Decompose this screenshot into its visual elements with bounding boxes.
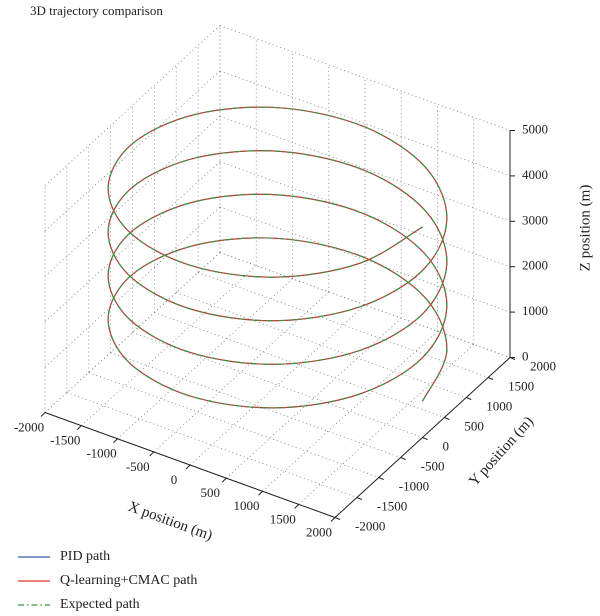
tick-mark xyxy=(334,517,341,520)
y-tick-label: 1500 xyxy=(508,378,534,393)
z-tick-label: 1000 xyxy=(522,303,548,318)
grid-line xyxy=(80,265,257,426)
x-tick-label: 1000 xyxy=(234,498,260,513)
z-tick-label: 4000 xyxy=(522,167,548,182)
tick-mark xyxy=(40,412,46,417)
series-line xyxy=(107,106,448,409)
y-tick-label: -1000 xyxy=(399,478,429,493)
x-tick-label: -2000 xyxy=(14,419,44,434)
tick-mark xyxy=(258,490,263,496)
grid-line xyxy=(298,344,475,505)
y-tick-label: 500 xyxy=(464,418,484,433)
tick-mark xyxy=(422,437,428,440)
grid-line xyxy=(44,161,221,322)
x-axis-label: X position (m) xyxy=(126,499,214,544)
tick-mark xyxy=(221,477,227,483)
z-tick-label: 3000 xyxy=(522,212,548,227)
grid-line xyxy=(117,278,293,440)
tick-mark xyxy=(487,377,494,380)
tick-mark xyxy=(444,417,450,420)
legend-label: Expected path xyxy=(60,597,140,612)
tick-mark xyxy=(466,397,472,400)
z-tick-label: 0 xyxy=(522,348,529,363)
grid-line xyxy=(132,332,423,438)
y-tick-label: -500 xyxy=(421,458,445,473)
y-tick-label: -1500 xyxy=(377,498,407,513)
chart-title: 3D trajectory comparison xyxy=(30,3,163,18)
tick-mark xyxy=(330,517,336,522)
x-tick-label: -1000 xyxy=(86,446,116,461)
legend-label: PID path xyxy=(60,549,110,564)
x-tick-label: -500 xyxy=(126,459,150,474)
y-tick-label: 0 xyxy=(443,438,450,453)
z-axis-label: Z position (m) xyxy=(577,185,593,272)
y-tick-label: 1000 xyxy=(486,398,512,413)
grid-line xyxy=(153,291,330,453)
x-tick-label: 0 xyxy=(171,472,178,487)
tick-mark xyxy=(378,477,384,480)
z-tick-label: 5000 xyxy=(522,121,548,136)
tick-mark xyxy=(400,457,406,460)
x-tick-label: 2000 xyxy=(306,524,332,539)
tick-mark xyxy=(356,497,363,500)
x-tick-label: -1500 xyxy=(50,433,80,448)
tick-mark xyxy=(76,425,82,430)
tick-mark xyxy=(185,464,191,470)
legend-label: Q-learning+CMAC path xyxy=(60,573,197,588)
tick-mark xyxy=(113,438,118,444)
y-tick-label: 2000 xyxy=(530,358,556,373)
z-tick-label: 2000 xyxy=(522,258,548,273)
x-tick-label: 500 xyxy=(201,485,221,500)
x-tick-label: 1500 xyxy=(270,511,296,526)
tick-mark xyxy=(149,451,155,457)
y-tick-label: -2000 xyxy=(355,518,385,533)
tick-mark xyxy=(294,504,300,509)
grid-line xyxy=(44,70,221,232)
